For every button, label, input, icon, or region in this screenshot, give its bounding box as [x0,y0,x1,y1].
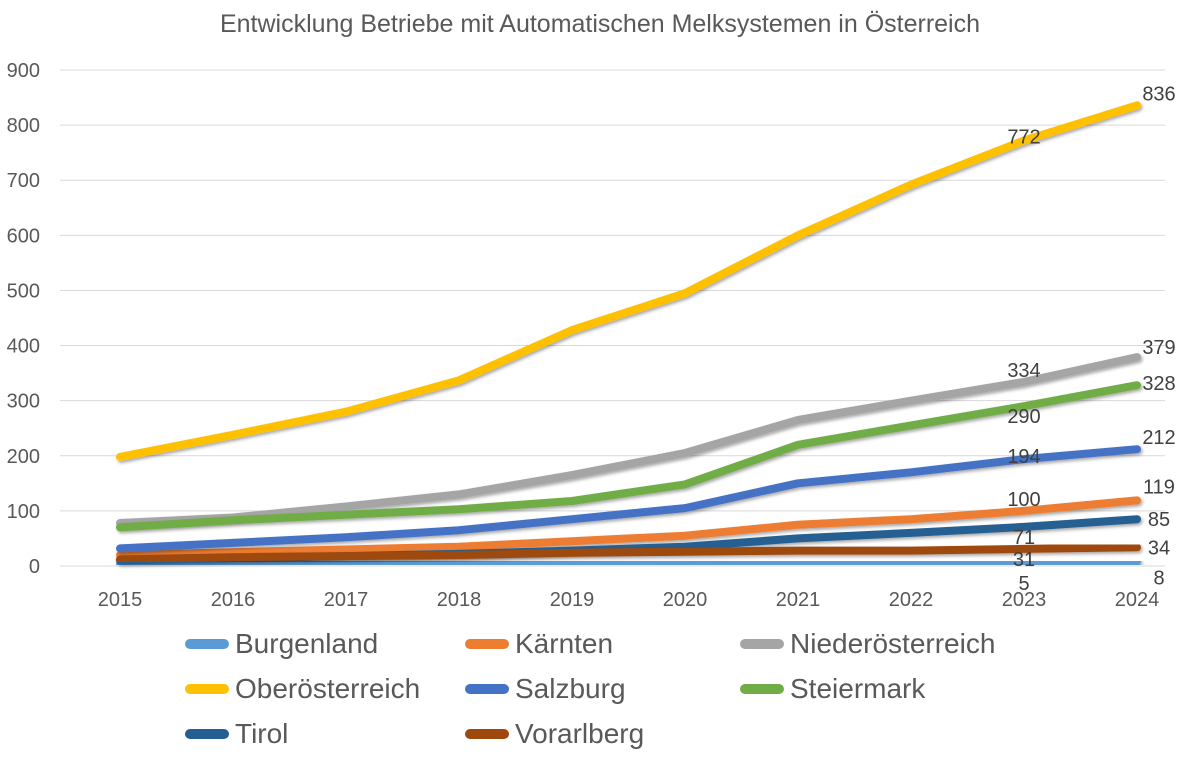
legend-swatch [740,684,784,694]
data-label: 85 [1148,509,1170,531]
data-label: 290 [1007,406,1040,428]
gridlines [60,69,1165,567]
data-label: 334 [1007,360,1040,382]
legend-item-niederösterreich: Niederösterreich [740,628,995,660]
data-label: 31 [1013,549,1035,571]
legend-swatch [465,729,509,739]
y-tick-label: 500 [7,280,40,302]
data-label: 8 [1153,568,1164,590]
data-label: 194 [1007,446,1040,468]
data-label: 5 [1018,573,1029,595]
x-tick-label: 2019 [550,589,595,611]
legend-label: Burgenland [235,628,379,659]
data-label: 100 [1007,489,1040,511]
legend-swatch [185,684,229,694]
y-tick-label: 900 [7,60,40,82]
legend-swatch [465,639,509,649]
chart-title: Entwicklung Betriebe mit Automatischen M… [219,10,981,38]
x-tick-label: 2022 [889,589,934,611]
x-tick-label: 2024 [1115,589,1160,611]
series-line-kärnten [116,496,1141,559]
legend-swatch [465,684,509,694]
legend-label: Niederösterreich [790,628,996,659]
legend-swatch [185,729,229,739]
x-axis: 2015 2016 2017 2018 2019 2020 2021 2022 2023 2024 [98,589,1160,611]
x-tick-label: 2020 [663,589,708,611]
legend-item-burgenland: Burgenland [185,628,378,660]
y-axis: 0 100 200 300 400 500 600 700 800 900 [7,60,40,578]
y-tick-label: 200 [7,446,40,468]
legend-item-kärnten: Kärnten [465,628,613,660]
legend-label: Tirol [235,718,289,749]
y-tick-label: 800 [7,115,40,137]
x-tick-label: 2021 [776,589,821,611]
y-tick-label: 300 [7,391,40,413]
legend-label: Kärnten [515,628,614,659]
series-line-burgenland [116,557,1141,569]
series-line-steiermark [116,381,1141,532]
x-tick-label: 2018 [437,589,482,611]
data-label: 328 [1142,373,1175,395]
x-tick-label: 2023 [1002,589,1047,611]
data-label: 836 [1142,83,1175,105]
legend-swatch [185,639,229,649]
legend-label: Vorarlberg [515,718,645,749]
data-labels: 5 8 100 119 334 379 772 836 194 212 290 328 71 85 31 34 [1007,83,1175,595]
data-label: 379 [1142,337,1175,359]
series-line-salzburg [116,445,1141,553]
legend-item-oberösterreich: Oberösterreich [185,673,420,705]
series-lines [116,101,1141,569]
series-line-oberösterreich [116,101,1141,461]
series-line-vorarlberg [116,543,1141,564]
legend-item-vorarlberg: Vorarlberg [465,718,644,750]
data-label: 34 [1148,537,1170,559]
data-label: 71 [1013,527,1035,549]
y-tick-label: 100 [7,501,40,523]
x-tick-label: 2015 [98,589,143,611]
y-tick-label: 400 [7,336,40,358]
legend-label: Salzburg [515,673,626,704]
y-tick-label: 0 [29,556,40,578]
x-tick-label: 2017 [324,589,369,611]
data-label: 772 [1007,127,1040,149]
y-tick-label: 600 [7,225,40,247]
legend-item-tirol: Tirol [185,718,288,750]
legend-item-salzburg: Salzburg [465,673,626,705]
series-line-niederösterreich [116,353,1141,527]
y-tick-label: 700 [7,170,40,192]
x-tick-label: 2016 [211,589,256,611]
legend-label: Oberösterreich [235,673,421,704]
legend-label: Steiermark [790,673,926,704]
legend-swatch [740,639,784,649]
legend-item-steiermark: Steiermark [740,673,925,705]
data-label: 212 [1142,427,1175,449]
data-label: 119 [1143,476,1175,498]
